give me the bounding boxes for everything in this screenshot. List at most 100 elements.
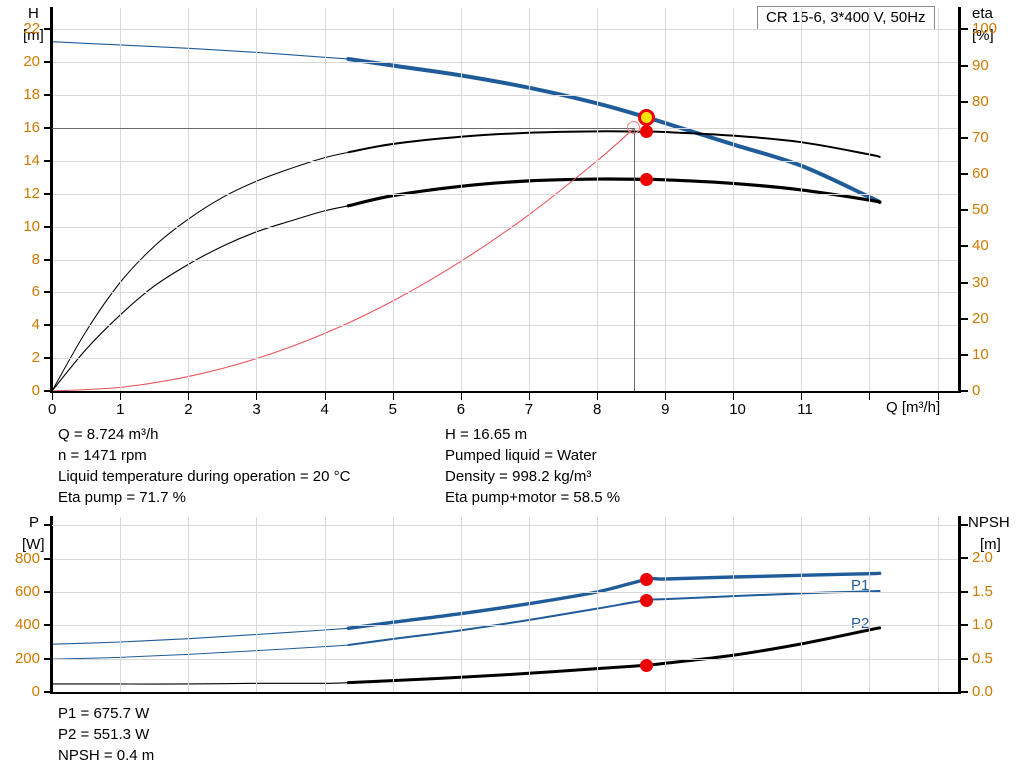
duty-info-line-0: H = 16.65 m xyxy=(445,426,528,443)
tick-bottom xyxy=(597,393,598,400)
gridline-vertical xyxy=(597,8,598,391)
tick-label-x: 2 xyxy=(184,401,193,418)
duty-horizontal-guide xyxy=(52,128,635,129)
tick-bottom xyxy=(120,393,122,400)
p-axis-name: P xyxy=(29,514,40,531)
tick-bottom xyxy=(256,393,258,400)
h-axis-name: H xyxy=(28,5,39,22)
p1-point xyxy=(639,572,653,586)
tick-label-left: 600 xyxy=(14,583,40,600)
gridline-vertical xyxy=(733,517,735,692)
tick-left xyxy=(44,557,51,560)
tick-bottom xyxy=(733,393,735,400)
tick-label-right: 50 xyxy=(972,201,989,219)
tick-label-left: 22 xyxy=(23,20,40,38)
tick-right xyxy=(961,28,968,31)
eta-axis-name: eta xyxy=(972,5,993,22)
gridline-vertical xyxy=(324,8,326,391)
gridline-vertical xyxy=(256,517,258,692)
tick-label-x: 1 xyxy=(116,401,125,418)
duty-point xyxy=(637,108,655,126)
power-info-line-0: P1 = 675.7 W xyxy=(58,705,150,722)
tick-label-right: 90 xyxy=(972,56,989,74)
gridline-horizontal xyxy=(52,226,958,228)
tick-label-right: 0 xyxy=(972,382,981,399)
gridline-vertical xyxy=(733,8,735,391)
tick-label-left: 4 xyxy=(31,316,40,334)
tick-left xyxy=(44,390,51,392)
gridline-vertical xyxy=(120,517,122,692)
tick-right xyxy=(961,657,968,660)
tick-label-right: 60 xyxy=(972,165,989,182)
tick-label-x: 8 xyxy=(593,401,602,418)
tick-right xyxy=(961,317,968,320)
tick-left xyxy=(44,127,51,129)
gridline-horizontal xyxy=(52,193,958,195)
tick-left xyxy=(44,258,51,261)
tick-label-right: 0.0 xyxy=(972,683,993,700)
gridline-horizontal xyxy=(52,292,958,294)
tick-right xyxy=(961,100,968,103)
tick-left xyxy=(44,657,51,660)
tick-bottom xyxy=(528,393,530,400)
left-axis-line xyxy=(50,7,53,392)
gridline-vertical xyxy=(188,8,190,391)
tick-label-left: 800 xyxy=(14,549,40,567)
tick-left xyxy=(44,291,51,294)
power-info-left: P1 = 675.7 W P2 = 551.3 W NPSH = 0.4 m xyxy=(58,703,154,766)
chart-title-box: CR 15-6, 3*400 V, 50Hz xyxy=(757,6,935,30)
tick-label-left: 2 xyxy=(31,349,40,367)
tick-label-left: 14 xyxy=(23,151,40,169)
tick-bottom xyxy=(937,393,939,400)
tick-left xyxy=(44,691,51,693)
tick-label-left: 16 xyxy=(23,119,40,136)
tick-right xyxy=(961,245,968,248)
tick-bottom xyxy=(665,393,667,400)
gridline-horizontal xyxy=(52,160,958,162)
gridline-horizontal xyxy=(52,259,958,261)
tick-label-right: 70 xyxy=(972,128,989,146)
tick-left xyxy=(44,591,51,593)
tick-label-left: 20 xyxy=(23,53,40,71)
p2-point xyxy=(639,593,653,607)
tick-right xyxy=(961,136,968,139)
tick-left xyxy=(44,61,51,64)
duty-vertical-guide xyxy=(634,128,636,391)
tick-label-x: 7 xyxy=(524,401,534,418)
npsh-point xyxy=(639,658,653,672)
tick-label-x: 11 xyxy=(797,401,813,418)
gridline-horizontal xyxy=(52,558,958,560)
tick-left xyxy=(44,357,51,360)
tick-label-left: 0 xyxy=(31,683,40,700)
gridline-vertical xyxy=(665,8,667,391)
gridline-horizontal xyxy=(52,62,958,64)
tick-label-x: 0 xyxy=(48,401,57,418)
right-axis-line xyxy=(958,7,961,392)
tick-right xyxy=(961,353,968,356)
tick-bottom xyxy=(869,393,871,400)
tick-label-x: 6 xyxy=(456,401,466,418)
tick-left xyxy=(44,159,51,162)
gridline-vertical xyxy=(392,517,394,692)
gridline-vertical xyxy=(937,8,939,391)
system-curve-point xyxy=(627,121,641,134)
tick-label-right: 100 xyxy=(972,20,998,38)
npsh-axis-name: NPSH xyxy=(968,514,1010,531)
npsh-axis-unit: [m] xyxy=(980,536,1001,553)
tick-label-left: 0 xyxy=(31,382,40,399)
gridline-vertical xyxy=(460,517,462,692)
tick-label-x: 3 xyxy=(252,401,261,418)
tick-left xyxy=(44,225,51,228)
tick-left xyxy=(44,624,51,627)
tick-right xyxy=(961,64,968,67)
gridline-horizontal xyxy=(52,625,958,627)
tick-label-left: 12 xyxy=(23,184,40,202)
duty-info-line-2: Liquid temperature during operation = 20… xyxy=(58,468,351,485)
tick-label-left: 6 xyxy=(31,283,40,301)
gridline-horizontal xyxy=(52,592,958,593)
gridline-vertical xyxy=(869,517,871,692)
duty-info-line-0: Q = 8.724 m³/h xyxy=(58,426,159,443)
tick-label-x: 10 xyxy=(729,401,746,418)
tick-label-right: 30 xyxy=(972,273,989,291)
